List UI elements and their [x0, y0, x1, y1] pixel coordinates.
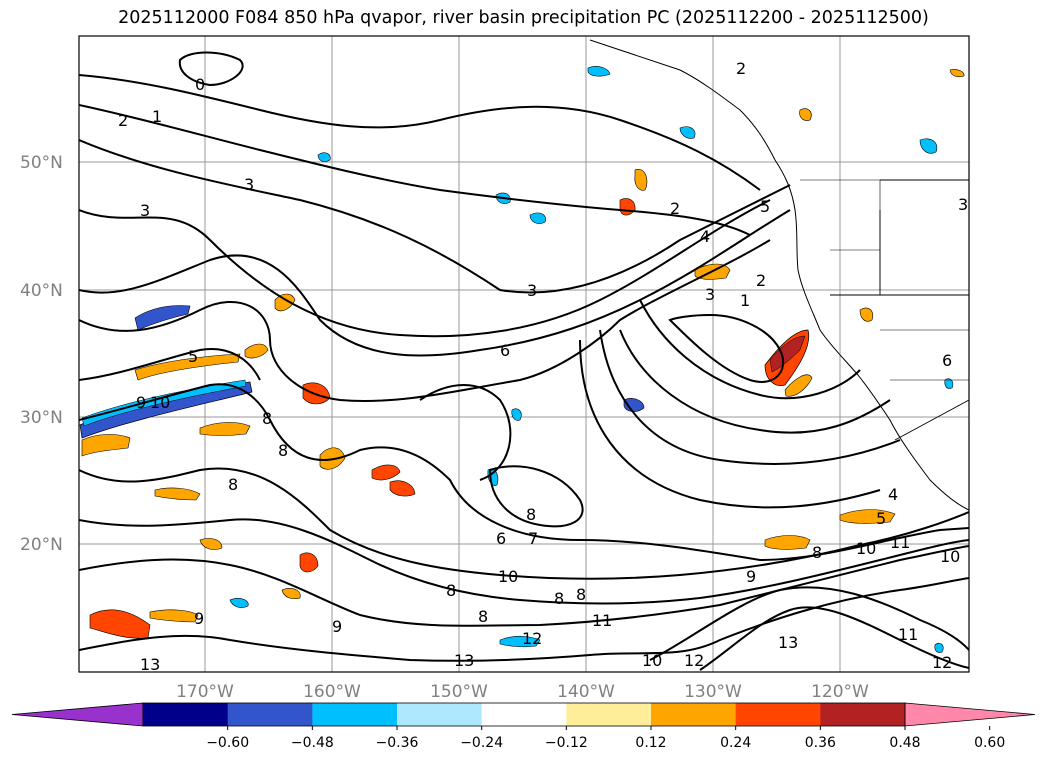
svg-text:8: 8 — [228, 475, 238, 494]
colorbar-extend-high — [904, 702, 1036, 727]
svg-text:10: 10 — [856, 539, 876, 558]
lat-label-30n: 30°N — [20, 408, 63, 428]
colorbar-segment — [735, 703, 821, 726]
map-frame — [78, 35, 970, 673]
colorbar-tick-label: −0.12 — [545, 735, 588, 751]
svg-text:2: 2 — [670, 199, 680, 218]
svg-text:3: 3 — [527, 281, 537, 300]
colorbar-segment — [481, 703, 567, 726]
lon-label-150w: 150°W — [430, 682, 488, 702]
colorbar-extend-low — [11, 702, 144, 727]
svg-text:1: 1 — [152, 107, 162, 126]
lon-label-170w: 170°W — [176, 682, 234, 702]
qvapor-contours — [79, 51, 969, 671]
svg-text:12: 12 — [684, 651, 704, 670]
lat-label-20n: 20°N — [20, 535, 63, 555]
svg-text:12: 12 — [932, 653, 952, 672]
lat-label-40n: 40°N — [20, 281, 63, 301]
svg-text:8: 8 — [576, 585, 586, 604]
svg-text:3: 3 — [705, 285, 715, 304]
svg-text:5: 5 — [876, 509, 886, 528]
svg-text:13: 13 — [140, 655, 160, 674]
svg-text:9: 9 — [332, 617, 342, 636]
colorbar-tick-label: 0.24 — [720, 735, 751, 751]
colorbar-segment — [397, 703, 483, 726]
lat-labels: 50°N 40°N 30°N 20°N — [20, 153, 63, 555]
colorbar-ticks: −0.60 −0.48 −0.36 −0.24 −0.12 0.12 0.24 0.36 0.4… — [206, 726, 1005, 751]
svg-text:13: 13 — [778, 633, 798, 652]
precip-patches — [79, 66, 965, 653]
lon-labels: 170°W 160°W 150°W 140°W 130°W 120°W — [176, 682, 869, 702]
svg-text:3: 3 — [244, 175, 254, 194]
svg-text:11: 11 — [898, 625, 918, 644]
svg-text:2: 2 — [736, 59, 746, 78]
lon-label-130w: 130°W — [684, 682, 742, 702]
lon-label-140w: 140°W — [557, 682, 615, 702]
svg-text:5: 5 — [760, 197, 770, 216]
svg-text:6: 6 — [942, 351, 952, 370]
svg-text:8: 8 — [446, 581, 456, 600]
colorbar-segment — [651, 703, 737, 726]
svg-text:3: 3 — [140, 201, 150, 220]
svg-text:8: 8 — [812, 543, 822, 562]
colorbar-segment — [312, 703, 398, 726]
svg-text:8: 8 — [478, 607, 488, 626]
colorbar-segment — [820, 703, 906, 726]
svg-text:6: 6 — [500, 341, 510, 360]
borders — [800, 179, 969, 381]
colorbar — [11, 702, 1036, 727]
colorbar-tick-label: 0.12 — [635, 735, 666, 751]
svg-text:8: 8 — [554, 589, 564, 608]
svg-text:11: 11 — [890, 533, 910, 552]
svg-text:11: 11 — [592, 611, 612, 630]
colorbar-segment — [143, 703, 229, 726]
contour-labels: 0 1 2 3 3 2 4 5 3 3 1 2 6 5 9 10 8 8 8 8… — [118, 59, 968, 674]
svg-text:10: 10 — [150, 393, 170, 412]
colorbar-tick-label: 0.60 — [974, 735, 1005, 751]
colorbar-segment — [566, 703, 652, 726]
svg-text:13: 13 — [454, 651, 474, 670]
svg-text:7: 7 — [528, 529, 538, 548]
svg-text:10: 10 — [940, 547, 960, 566]
svg-text:6: 6 — [496, 529, 506, 548]
svg-text:5: 5 — [188, 347, 198, 366]
svg-text:8: 8 — [262, 409, 272, 428]
svg-text:10: 10 — [498, 567, 518, 586]
lon-label-160w: 160°W — [303, 682, 361, 702]
colorbar-tick-label: −0.24 — [460, 735, 503, 751]
svg-text:9: 9 — [136, 393, 146, 412]
svg-text:8: 8 — [526, 505, 536, 524]
svg-text:9: 9 — [194, 609, 204, 628]
colorbar-tick-label: 0.36 — [805, 735, 836, 751]
colorbar-tick-label: −0.48 — [291, 735, 334, 751]
colorbar-outline — [142, 702, 906, 727]
figure-title: 2025112000 F084 850 hPa qvapor, river ba… — [118, 8, 929, 28]
colorbar-segment — [227, 703, 313, 726]
lon-label-120w: 120°W — [811, 682, 869, 702]
svg-text:4: 4 — [888, 485, 898, 504]
svg-text:10: 10 — [642, 651, 662, 670]
svg-text:9: 9 — [746, 567, 756, 586]
colorbar-tick-label: 0.48 — [889, 735, 920, 751]
svg-text:8: 8 — [278, 441, 288, 460]
lat-label-50n: 50°N — [20, 153, 63, 173]
svg-text:2: 2 — [756, 271, 766, 290]
svg-text:2: 2 — [118, 111, 128, 130]
svg-text:4: 4 — [700, 227, 710, 246]
colorbar-tick-label: −0.36 — [376, 735, 419, 751]
svg-text:0: 0 — [195, 75, 205, 94]
svg-text:1: 1 — [740, 291, 750, 310]
svg-text:3: 3 — [958, 195, 968, 214]
colorbar-tick-label: −0.60 — [206, 735, 249, 751]
svg-text:12: 12 — [522, 629, 542, 648]
